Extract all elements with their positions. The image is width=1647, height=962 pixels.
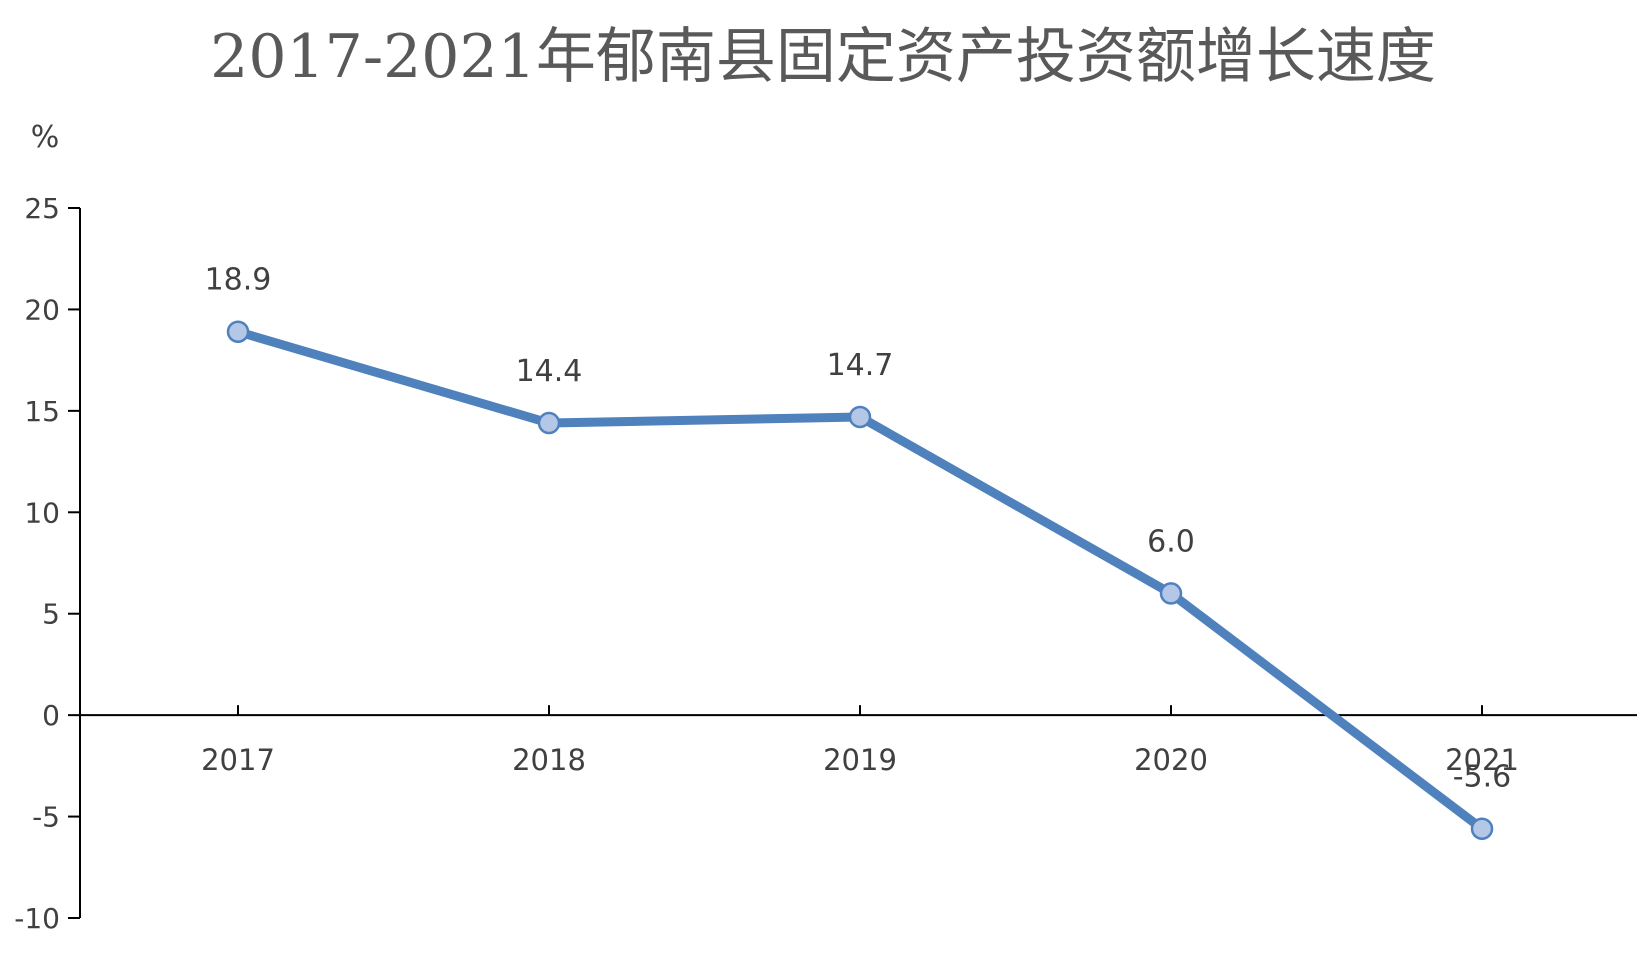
series-line-group (226, 320, 1494, 840)
y-tick-label: 20 (24, 293, 60, 326)
x-category-label: 2019 (823, 743, 897, 777)
data-point-marker (1470, 817, 1494, 840)
y-tick-label: 10 (24, 496, 60, 529)
data-label: 14.7 (827, 348, 894, 383)
data-point-marker (537, 411, 561, 435)
x-category-label: 2018 (512, 743, 586, 777)
y-tick-label: 25 (24, 192, 60, 225)
data-label-group: 18.9 14.4 14.7 6.0 -5.6 (205, 263, 1512, 795)
x-category-label: 2017 (201, 743, 275, 777)
y-tick-label: -10 (14, 902, 60, 935)
data-label: 6.0 (1147, 524, 1195, 559)
y-tick-label: 0 (42, 699, 60, 732)
y-tick-label: 5 (42, 598, 60, 631)
data-label: 14.4 (516, 354, 583, 389)
y-axis-unit-label: % (31, 120, 60, 155)
chart-title: 2017-2021年郁南县固定资产投资额增长速度 (210, 22, 1436, 92)
x-category-label: 2020 (1134, 743, 1208, 777)
axes: 25 20 15 10 5 0 -5 -10 2017 2018 2019 2020 2021 (14, 192, 1637, 935)
y-tick-label: -5 (32, 801, 60, 834)
y-tick-label: 15 (24, 395, 60, 428)
data-label: 18.9 (205, 263, 272, 298)
data-point-marker (226, 320, 250, 343)
data-point-marker (1159, 582, 1183, 605)
data-label: -5.6 (1453, 760, 1512, 795)
x-category-label: 2021 (1445, 743, 1519, 777)
data-point-marker (848, 405, 872, 429)
